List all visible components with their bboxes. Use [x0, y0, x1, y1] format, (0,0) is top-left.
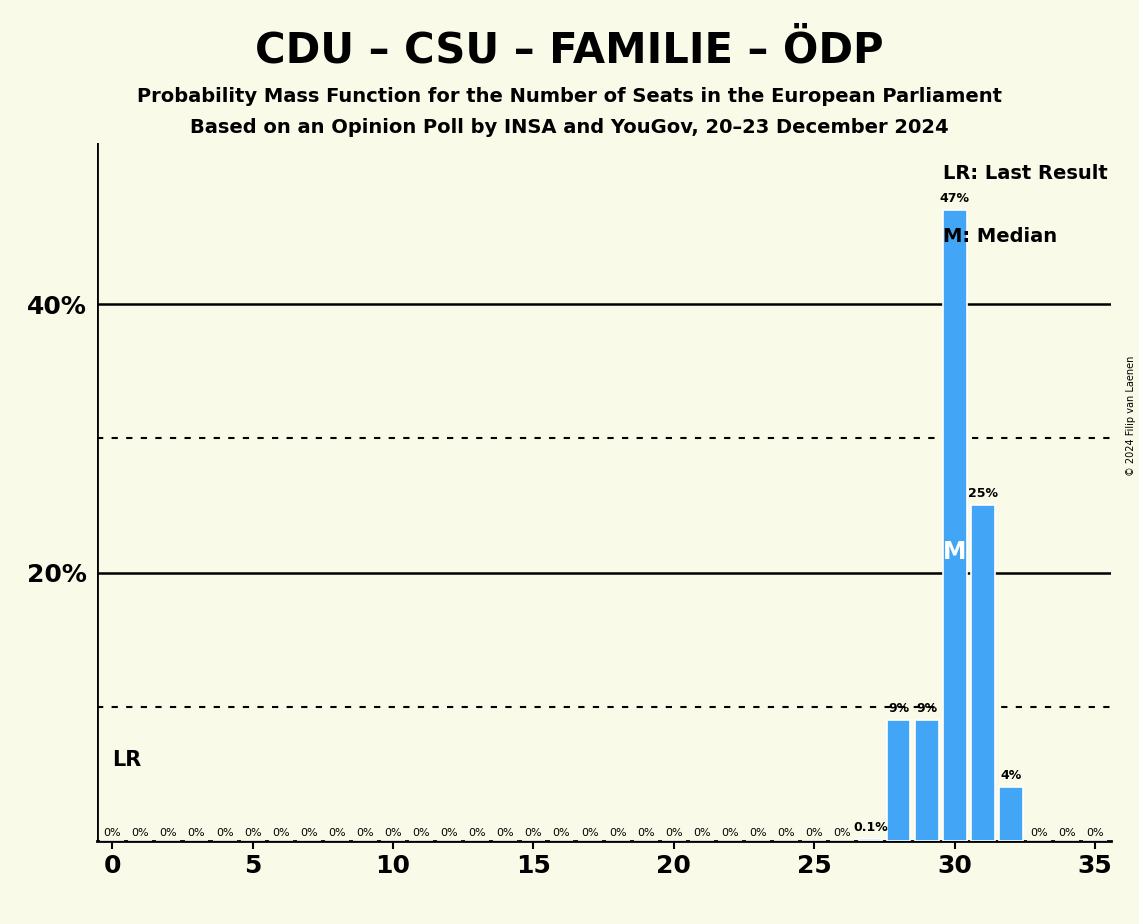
Text: 0%: 0%	[468, 828, 486, 838]
Text: 0%: 0%	[328, 828, 346, 838]
Text: 0%: 0%	[441, 828, 458, 838]
Bar	[943, 211, 967, 841]
Bar	[915, 720, 939, 841]
Text: 0%: 0%	[637, 828, 655, 838]
Text: 0%: 0%	[412, 828, 429, 838]
Text: 0%: 0%	[104, 828, 121, 838]
Text: 0%: 0%	[497, 828, 514, 838]
Text: 0%: 0%	[159, 828, 178, 838]
Text: 9%: 9%	[888, 701, 909, 715]
Text: 0.1%: 0.1%	[853, 821, 887, 834]
Text: 0%: 0%	[665, 828, 682, 838]
Text: 0%: 0%	[300, 828, 318, 838]
Text: Probability Mass Function for the Number of Seats in the European Parliament: Probability Mass Function for the Number…	[137, 87, 1002, 106]
Text: 4%: 4%	[1000, 769, 1022, 782]
Text: LR: Last Result: LR: Last Result	[943, 164, 1108, 183]
Text: 9%: 9%	[916, 701, 937, 715]
Text: 0%: 0%	[1058, 828, 1076, 838]
Text: 47%: 47%	[940, 192, 969, 205]
Text: 0%: 0%	[131, 828, 149, 838]
Text: M: M	[943, 541, 966, 565]
Text: 0%: 0%	[525, 828, 542, 838]
Text: Based on an Opinion Poll by INSA and YouGov, 20–23 December 2024: Based on an Opinion Poll by INSA and You…	[190, 118, 949, 138]
Text: 0%: 0%	[384, 828, 402, 838]
Text: 0%: 0%	[834, 828, 851, 838]
Text: 0%: 0%	[244, 828, 262, 838]
Text: 0%: 0%	[188, 828, 205, 838]
Text: 0%: 0%	[1087, 828, 1104, 838]
Text: 0%: 0%	[778, 828, 795, 838]
Text: 25%: 25%	[968, 487, 998, 500]
Text: 0%: 0%	[552, 828, 571, 838]
Text: CDU – CSU – FAMILIE – ÖDP: CDU – CSU – FAMILIE – ÖDP	[255, 30, 884, 71]
Text: 0%: 0%	[215, 828, 233, 838]
Text: 0%: 0%	[272, 828, 289, 838]
Text: 0%: 0%	[721, 828, 739, 838]
Text: 0%: 0%	[805, 828, 823, 838]
Text: © 2024 Filip van Laenen: © 2024 Filip van Laenen	[1126, 356, 1136, 476]
Bar	[999, 787, 1023, 841]
Text: 0%: 0%	[749, 828, 767, 838]
Text: LR: LR	[113, 750, 141, 771]
Text: 0%: 0%	[609, 828, 626, 838]
Text: 0%: 0%	[694, 828, 711, 838]
Bar	[970, 505, 994, 841]
Text: 0%: 0%	[357, 828, 374, 838]
Text: 0%: 0%	[581, 828, 598, 838]
Bar	[886, 720, 910, 841]
Text: M: Median: M: Median	[943, 227, 1057, 246]
Bar	[859, 840, 883, 841]
Text: 0%: 0%	[1030, 828, 1048, 838]
